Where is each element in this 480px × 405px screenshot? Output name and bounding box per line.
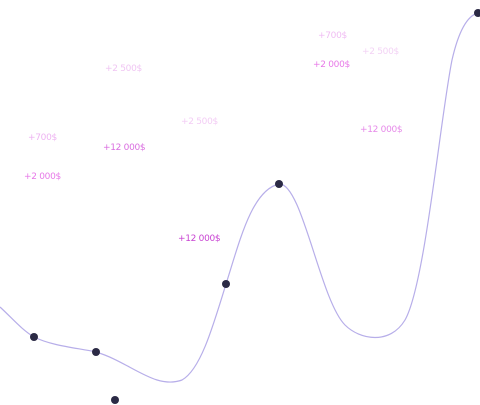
value-label-9: +12 000$ [178, 234, 220, 244]
value-label-0: +700$ [318, 31, 347, 41]
value-label-7: +2 500$ [181, 117, 218, 127]
value-label-2: +2 000$ [313, 60, 350, 70]
value-label-6: +12 000$ [103, 143, 145, 153]
data-point-4 [275, 180, 283, 188]
data-point-0 [30, 333, 38, 341]
value-label-1: +2 500$ [362, 47, 399, 57]
data-point-5 [474, 9, 480, 17]
data-points [30, 9, 480, 404]
data-point-2 [111, 396, 119, 404]
value-label-8: +2 000$ [24, 172, 61, 182]
data-point-3 [222, 280, 230, 288]
value-label-4: +12 000$ [360, 125, 402, 135]
value-labels: +700$ +2 500$ +2 000$ +2 500$ +12 000$ +700$ +… [24, 31, 403, 244]
series-line [0, 12, 479, 383]
data-point-1 [92, 348, 100, 356]
value-label-5: +700$ [28, 133, 57, 143]
value-label-3: +2 500$ [105, 64, 142, 74]
